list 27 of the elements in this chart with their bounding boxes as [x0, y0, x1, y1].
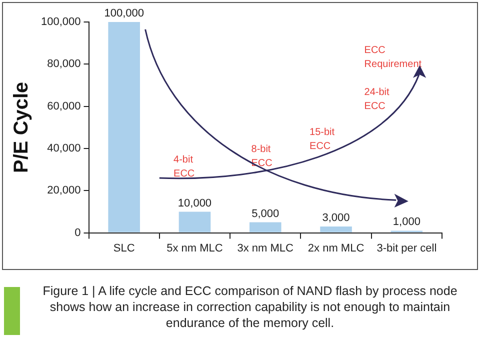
annotation: ECC Requirement: [364, 44, 422, 70]
y-tick-label: 40,000: [47, 142, 81, 155]
y-tick-label: 0: [74, 226, 81, 239]
x-tick-label: 3-bit per cell: [376, 242, 437, 254]
bar: [320, 226, 352, 232]
x-tick-label: 2x nm MLC: [308, 242, 364, 254]
y-tick-label: 100,000: [40, 16, 81, 28]
bar: [249, 222, 282, 232]
data-label: 10,000: [178, 197, 212, 210]
data-label: 3,000: [322, 212, 350, 224]
caption: Figure 1 | A life cycle and ECC comparison of NAND flash by process node shows how an increase in correction capability is not enough to maintain endurance of the memory cell.: [42, 283, 458, 331]
x-tick-label: 3x nm MLC: [237, 242, 294, 254]
x-tick-label: 5x nm MLC: [166, 242, 223, 254]
bar: [108, 22, 140, 232]
y-tick-label: 80,000: [47, 58, 81, 70]
data-label: 100,000: [104, 8, 144, 20]
y-tick-label: 60,000: [47, 100, 81, 112]
annotation: 4-bit ECC: [174, 154, 195, 180]
data-label: 5,000: [252, 208, 280, 220]
data-label: 1,000: [392, 216, 420, 228]
y-axis-title: P/E Cycle: [10, 82, 33, 173]
x-tick-label: SLC: [113, 242, 135, 254]
annotation: 15-bit ECC: [310, 127, 335, 152]
annotation: 8-bit ECC: [251, 144, 272, 170]
y-tick-label: 20,000: [47, 184, 81, 197]
bar: [178, 212, 211, 232]
annotation: 24-bit ECC: [364, 87, 390, 112]
